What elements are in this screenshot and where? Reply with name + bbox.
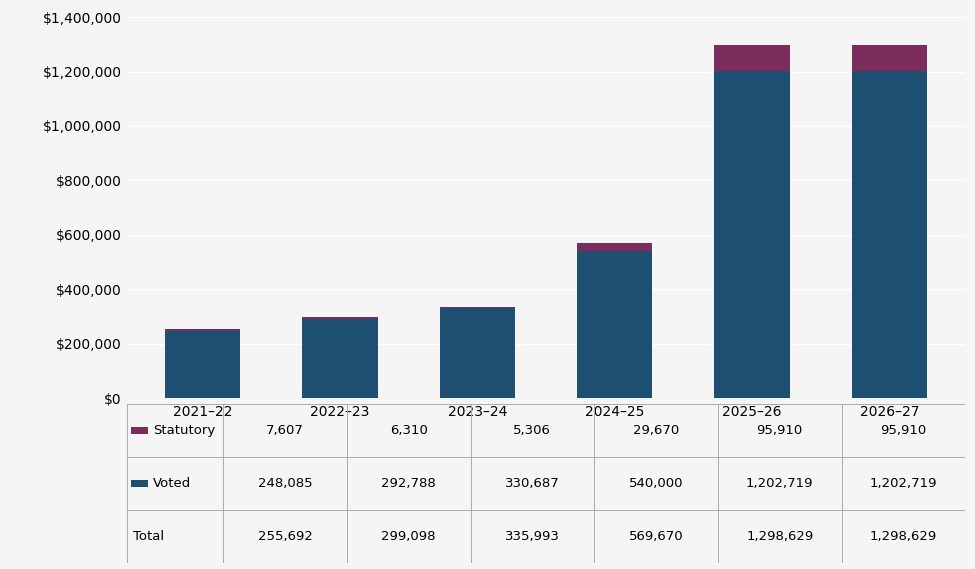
Text: 1,202,719: 1,202,719	[746, 477, 813, 490]
Bar	[440, 307, 515, 308]
Text: 569,670: 569,670	[629, 530, 683, 543]
Bar	[715, 71, 790, 398]
Text: 29,670: 29,670	[633, 424, 680, 437]
Text: 335,993: 335,993	[505, 530, 560, 543]
Bar	[440, 308, 515, 398]
Text: 299,098: 299,098	[381, 530, 436, 543]
Bar	[577, 243, 652, 251]
Text: Voted: Voted	[153, 477, 191, 490]
Text: 5,306: 5,306	[514, 424, 551, 437]
Bar	[302, 317, 377, 319]
FancyBboxPatch shape	[131, 427, 148, 434]
Text: 248,085: 248,085	[257, 477, 312, 490]
Text: 255,692: 255,692	[257, 530, 312, 543]
Bar	[577, 251, 652, 398]
Text: 330,687: 330,687	[505, 477, 560, 490]
Text: Total: Total	[134, 530, 165, 543]
Text: 7,607: 7,607	[266, 424, 304, 437]
Text: 1,202,719: 1,202,719	[870, 477, 937, 490]
Text: Statutory: Statutory	[153, 424, 215, 437]
Bar	[851, 45, 927, 71]
Text: 95,910: 95,910	[880, 424, 926, 437]
FancyBboxPatch shape	[131, 480, 148, 487]
Bar	[165, 331, 241, 398]
Text: 95,910: 95,910	[757, 424, 802, 437]
Bar	[715, 45, 790, 71]
Text: 1,298,629: 1,298,629	[746, 530, 813, 543]
Text: 6,310: 6,310	[390, 424, 428, 437]
Text: 540,000: 540,000	[629, 477, 683, 490]
Bar	[851, 71, 927, 398]
Bar	[302, 319, 377, 398]
Text: 292,788: 292,788	[381, 477, 436, 490]
Bar	[165, 329, 241, 331]
Text: 1,298,629: 1,298,629	[870, 530, 937, 543]
